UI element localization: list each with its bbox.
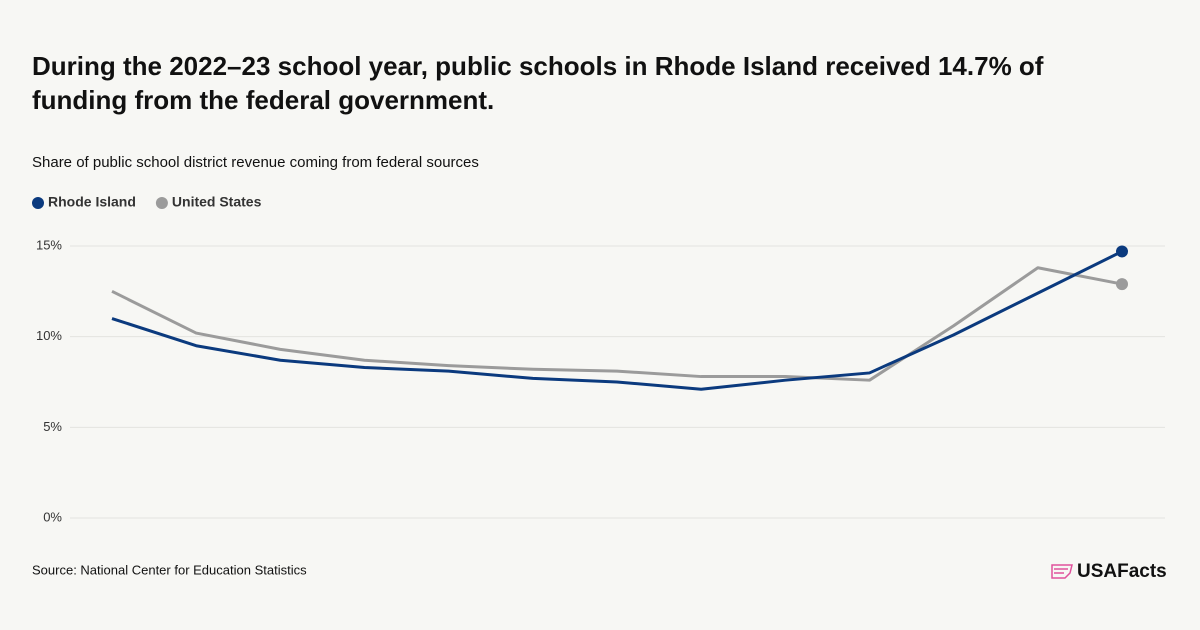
legend-label: Rhode Island <box>48 194 136 210</box>
legend-swatch <box>155 197 168 209</box>
logo-icon <box>1051 564 1073 579</box>
chart-subtitle: Share of public school district revenue … <box>32 154 479 171</box>
end-point <box>1116 278 1128 291</box>
y-tick-label: 5% <box>43 419 62 434</box>
chart-title: During the 2022–23 school year, public s… <box>32 51 1044 115</box>
source: Source: National Center for Education St… <box>32 562 307 577</box>
series-line <box>111 266 1123 382</box>
end-point <box>1116 245 1128 258</box>
y-tick-label: 10% <box>36 328 62 343</box>
y-tick-label: 15% <box>36 237 62 252</box>
y-tick-label: 0% <box>43 509 62 524</box>
legend-label: United States <box>172 194 262 210</box>
chart-title-text: During the 2022–23 school year, public s… <box>32 51 1044 115</box>
series-line <box>111 250 1123 391</box>
logo: USAFacts <box>1077 561 1167 582</box>
legend-swatch <box>32 197 44 209</box>
